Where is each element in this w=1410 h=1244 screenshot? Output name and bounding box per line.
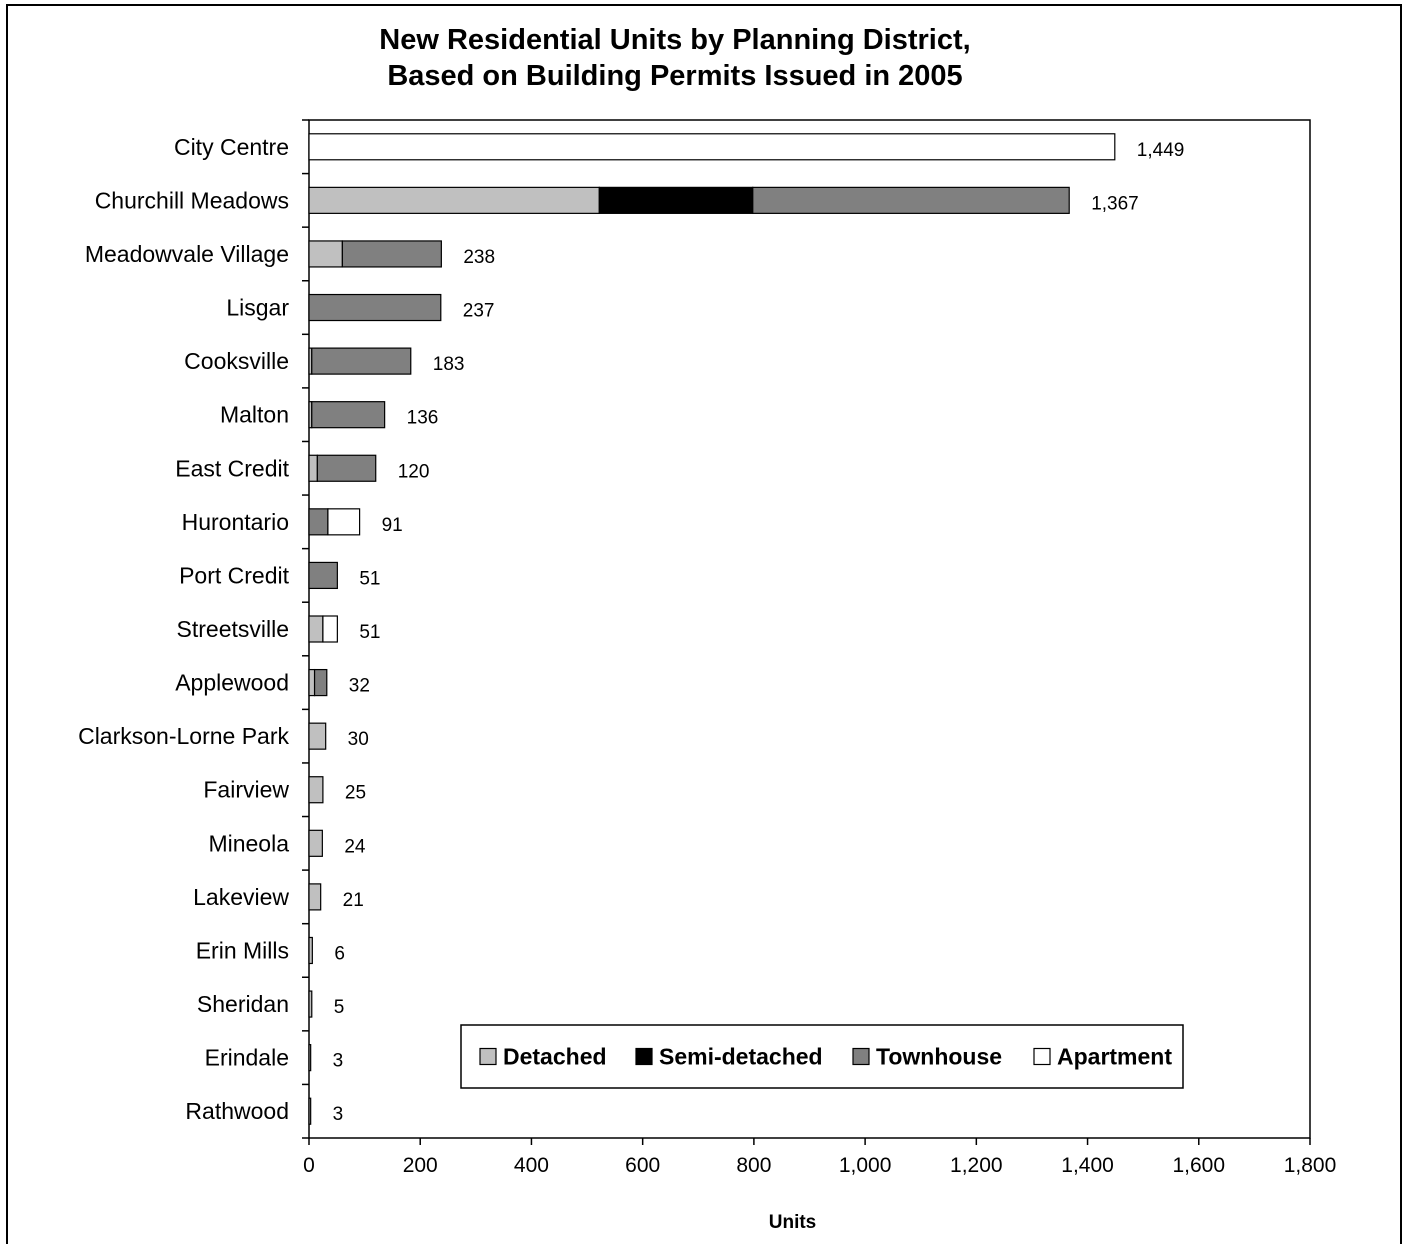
x-tick-label: 1,200: [950, 1154, 1003, 1177]
category-label: Clarkson-Lorne Park: [78, 723, 289, 749]
bar-segment-detached: [308, 615, 324, 643]
data-label: 30: [348, 729, 369, 750]
x-tick-label: 1,400: [1061, 1154, 1114, 1177]
bar-segment-apartment: [308, 133, 1116, 161]
legend: [460, 1024, 1184, 1089]
x-tick-label: 200: [403, 1154, 438, 1177]
legend-label: Apartment: [1057, 1044, 1172, 1070]
x-tick-label: 1,600: [1172, 1154, 1225, 1177]
x-tick-label: 0: [303, 1154, 315, 1177]
legend-swatch: [1033, 1047, 1051, 1066]
data-label: 6: [334, 943, 345, 964]
category-label: East Credit: [175, 455, 289, 481]
bar-segment-detached: [308, 240, 343, 268]
legend-label: Townhouse: [876, 1044, 1002, 1070]
chart-title-line-2: Based on Building Permits Issued in 2005: [387, 60, 963, 92]
data-label: 91: [382, 515, 403, 536]
data-label: 136: [407, 408, 439, 429]
category-label: Rathwood: [185, 1098, 289, 1124]
x-tick-label: 800: [736, 1154, 771, 1177]
data-label: 51: [359, 622, 380, 643]
data-label: 5: [334, 997, 345, 1018]
x-axis-label: Units: [769, 1212, 817, 1233]
bar-segment-townhouse: [316, 454, 377, 482]
bar-segment-detached: [308, 829, 323, 857]
data-label: 183: [433, 354, 465, 375]
data-label: 25: [345, 783, 366, 804]
bar-segment-detached: [308, 1044, 312, 1072]
data-label: 21: [343, 890, 364, 911]
data-label: 120: [398, 461, 430, 482]
x-tick-label: 400: [514, 1154, 549, 1177]
data-label: 1,449: [1137, 140, 1185, 161]
bar-segment-townhouse: [308, 508, 329, 536]
bar-segment-detached: [308, 722, 327, 750]
category-label: Cooksville: [184, 348, 289, 374]
bar-segment-detached: [308, 936, 313, 965]
bar-segment-townhouse: [341, 240, 442, 268]
bar-segment-detached: [308, 1097, 312, 1125]
category-label: Meadowvale Village: [85, 241, 289, 267]
data-label: 3: [333, 1104, 344, 1125]
category-label: Applewood: [175, 670, 289, 696]
bar-segment-apartment: [327, 508, 361, 536]
bar-segment-semi-detached: [598, 186, 754, 214]
data-label: 24: [344, 836, 366, 857]
bar-segment-townhouse: [308, 293, 442, 322]
category-label: Sheridan: [197, 991, 289, 1017]
category-label: Erindale: [205, 1045, 289, 1071]
category-label: Streetsville: [177, 616, 289, 642]
data-label: 32: [349, 676, 370, 697]
legend-swatch: [479, 1047, 497, 1066]
bar-segment-townhouse: [311, 401, 386, 429]
category-label: Port Credit: [179, 562, 290, 588]
x-tick-label: 1,000: [839, 1154, 892, 1177]
bar-segment-townhouse: [308, 561, 338, 590]
category-label: Malton: [220, 402, 289, 428]
data-label: 3: [333, 1051, 344, 1072]
data-label: 237: [463, 301, 495, 322]
category-label: City Centre: [174, 134, 289, 160]
bar-segment-detached: [308, 454, 318, 482]
data-label: 238: [463, 247, 495, 268]
category-label: Lakeview: [193, 884, 289, 910]
bar-segment-detached: [308, 776, 324, 804]
category-label: Erin Mills: [196, 937, 289, 963]
category-label: Fairview: [203, 777, 289, 803]
data-label: 1,367: [1091, 193, 1139, 214]
chart-frame: [6, 4, 1402, 1244]
bar-segment-townhouse: [311, 347, 412, 375]
bar-segment-detached: [308, 990, 313, 1018]
x-tick-label: 1,800: [1284, 1154, 1337, 1177]
bar-segment-townhouse: [752, 186, 1070, 214]
legend-label: Semi-detached: [659, 1044, 823, 1070]
bar-segment-detached: [308, 883, 322, 911]
bar-segment-apartment: [322, 615, 338, 643]
category-label: Churchill Meadows: [95, 187, 289, 213]
data-label: 51: [359, 568, 380, 589]
legend-swatch: [635, 1047, 653, 1066]
bar-segment-detached: [308, 668, 316, 697]
category-label: Lisgar: [226, 295, 289, 321]
bar-segment-detached: [308, 186, 600, 214]
legend-swatch: [852, 1047, 870, 1066]
category-label: Hurontario: [182, 509, 289, 535]
legend-label: Detached: [503, 1044, 607, 1070]
bar-segment-townhouse: [313, 668, 328, 697]
x-tick-label: 600: [625, 1154, 660, 1177]
chart-title: New Residential Units by Planning Distri…: [0, 22, 1350, 94]
category-label: Mineola: [208, 830, 289, 856]
chart-title-line-1: New Residential Units by Planning Distri…: [379, 24, 971, 56]
plot-area: [308, 119, 1311, 1139]
